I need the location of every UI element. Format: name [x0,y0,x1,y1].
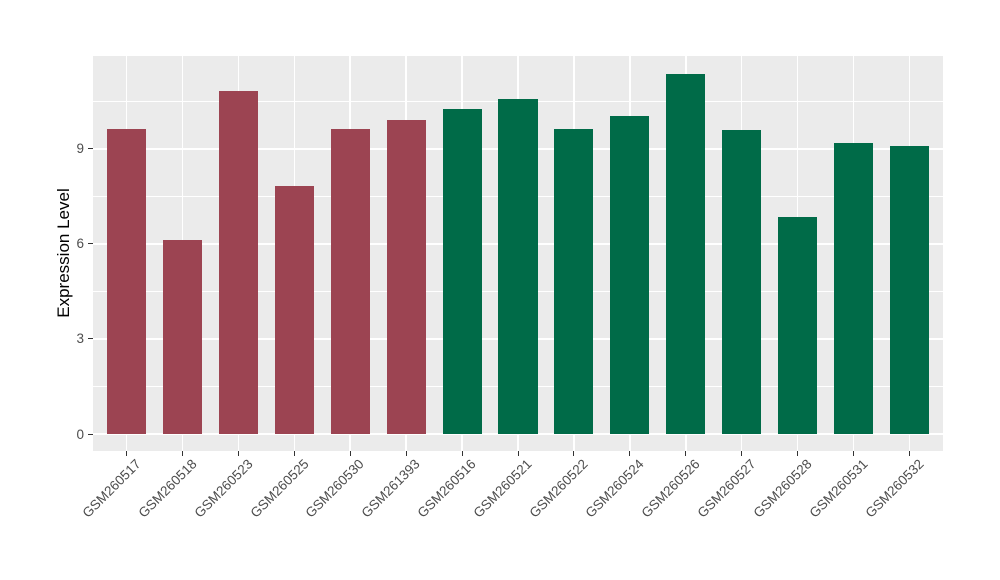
x-tick-label: GSM260522 [526,456,591,521]
y-tick-label: 9 [76,141,84,157]
x-axis-tick [461,451,463,456]
bar-GSM260527 [722,129,762,434]
x-tick-label: GSM260531 [806,456,871,521]
x-axis-tick [629,451,631,456]
x-axis-tick [573,451,575,456]
y-tick-label: 3 [76,331,84,347]
bar-GSM260518 [162,239,203,434]
x-tick-label: GSM260525 [247,456,312,521]
y-axis-title: Expression Level [54,188,73,318]
bar-GSM260521 [498,98,538,434]
y-axis-tick [88,433,93,435]
plot-panel [93,56,943,451]
x-tick-label: GSM260518 [135,456,200,521]
x-axis-tick [181,451,183,456]
bar-GSM260524 [610,116,650,434]
bar-GSM260516 [442,109,482,434]
bar-GSM261393 [386,119,426,434]
x-tick-label: GSM260521 [470,456,535,521]
x-axis-tick [405,451,407,456]
x-axis-tick [741,451,743,456]
x-tick-label: GSM260532 [862,456,927,521]
bar-GSM260532 [889,146,930,434]
y-tick-label: 6 [76,236,84,252]
bar-GSM260517 [106,129,147,434]
x-axis-tick [517,451,519,456]
bar-GSM260528 [778,216,818,434]
bar-GSM260525 [274,186,314,434]
x-axis-tick [685,451,687,456]
x-tick-label: GSM260516 [414,456,479,521]
x-tick-label: GSM260517 [79,456,144,521]
x-axis-tick [853,451,855,456]
y-tick-label: 0 [76,426,84,442]
bar-GSM260522 [554,129,594,434]
x-tick-label: GSM260523 [191,456,256,521]
bar-GSM260523 [218,91,258,434]
bar-GSM260531 [833,142,874,434]
x-axis-tick [293,451,295,456]
x-axis-tick [349,451,351,456]
y-axis-tick [88,243,93,245]
x-axis-tick [126,451,128,456]
x-tick-label: GSM260527 [694,456,759,521]
bar-GSM260526 [666,74,706,434]
x-tick-label: GSM260526 [638,456,703,521]
x-tick-label: GSM260530 [302,456,368,521]
x-tick-label: GSM260524 [582,456,647,521]
y-axis-tick [88,338,93,340]
x-axis-tick [237,451,239,456]
x-tick-label: GSM260528 [750,456,815,521]
x-tick-label: GSM261393 [358,456,424,521]
x-axis-tick [908,451,910,456]
bar-GSM260530 [330,129,370,434]
x-axis-tick [797,451,799,456]
major-gridline [93,433,943,435]
y-axis-tick [88,148,93,150]
